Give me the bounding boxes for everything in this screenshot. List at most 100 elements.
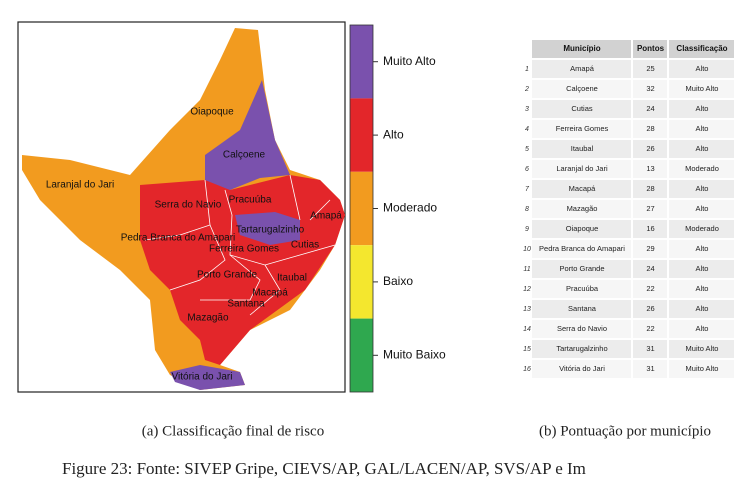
table-cell (532, 200, 631, 218)
table-cell (669, 320, 734, 338)
map-label: Macapá (252, 288, 288, 299)
header-cell (669, 40, 734, 58)
legend-label: Muito Baixo (383, 347, 446, 361)
table-cell (633, 360, 667, 378)
table-cell (669, 120, 734, 138)
row-index: 11 (523, 266, 530, 273)
map-label: Serra do Navio (155, 200, 222, 211)
table-cell (532, 120, 631, 138)
table-cell (532, 360, 631, 378)
header-cell (633, 40, 667, 58)
row-index: 1 (525, 66, 529, 73)
legend-swatch (350, 318, 373, 392)
cell-text: Alto (696, 324, 709, 333)
table-cell (532, 60, 631, 78)
cell-text: Alto (696, 204, 709, 213)
table-cell (532, 280, 631, 298)
table-cell (669, 60, 734, 78)
table-cell (633, 240, 667, 258)
cell-text: 26 (646, 304, 654, 313)
table-cell (532, 260, 631, 278)
row-index: 4 (525, 126, 529, 133)
map-label: Laranjal do Jari (46, 180, 114, 191)
map-label: Oiapoque (190, 107, 234, 118)
row-index: 5 (525, 146, 529, 153)
row-index: 14 (523, 326, 531, 333)
legend-label: Moderado (383, 201, 437, 215)
cell-text: 27 (646, 204, 654, 213)
header-text: Pontos (637, 44, 665, 53)
cell-text: 16 (646, 224, 654, 233)
cell-text: 22 (646, 284, 654, 293)
map-label: Porto Grande (197, 270, 257, 281)
cell-text: Ferreira Gomes (556, 124, 609, 133)
map-label: Cutias (291, 240, 319, 251)
cell-text: Laranjal do Jari (556, 164, 608, 173)
map-muito-alto (205, 80, 290, 190)
row-index: 13 (523, 306, 531, 313)
cell-text: 25 (646, 64, 654, 73)
header-text: Classificação (676, 44, 727, 53)
table-cell (633, 260, 667, 278)
row-index: 15 (523, 346, 531, 353)
table-cell (633, 140, 667, 158)
table-cell (633, 340, 667, 358)
cell-text: Macapá (569, 184, 597, 193)
header-text: Município (563, 44, 600, 53)
table-cell (633, 300, 667, 318)
cell-text: 29 (646, 244, 654, 253)
cell-text: Mazagão (567, 204, 598, 213)
table-cell (669, 200, 734, 218)
map-label: Itaubal (277, 273, 307, 284)
table-cell (669, 140, 734, 158)
table-cell (633, 160, 667, 178)
table-cell (669, 160, 734, 178)
cell-text: 28 (646, 124, 654, 133)
row-index: 8 (525, 206, 529, 213)
cell-text: 28 (646, 184, 654, 193)
map-label: Vitória do Jari (172, 372, 233, 383)
cell-text: 24 (646, 264, 654, 273)
table-cell (532, 160, 631, 178)
table-cell (669, 80, 734, 98)
row-index: 3 (525, 106, 529, 113)
table-cell (669, 340, 734, 358)
cell-text: Muito Alto (686, 84, 719, 93)
table-cell (633, 200, 667, 218)
table-cell (532, 100, 631, 118)
cell-text: Porto Grande (559, 264, 604, 273)
table-cell (532, 320, 631, 338)
table-cell (532, 220, 631, 238)
cell-text: Itaubal (571, 144, 594, 153)
map-label: Ferreira Gomes (209, 244, 279, 255)
legend-label: Alto (383, 127, 404, 141)
row-index: 16 (523, 366, 531, 373)
legend-swatch (350, 98, 373, 172)
header-cell (532, 40, 631, 58)
map-muito-alto (170, 365, 245, 390)
cell-text: 32 (646, 84, 654, 93)
table-cell (633, 80, 667, 98)
cell-text: Alto (696, 284, 709, 293)
map-label: Santana (227, 299, 265, 310)
table-cell (532, 80, 631, 98)
table-cell (532, 180, 631, 198)
cell-text: Alto (696, 124, 709, 133)
map-label: Mazagão (187, 313, 229, 324)
row-index: 12 (523, 286, 531, 293)
map-label: Pracuúba (229, 195, 272, 206)
cell-text: Alto (696, 304, 709, 313)
cell-text: Muito Alto (686, 364, 719, 373)
row-index: 7 (525, 186, 530, 193)
cell-text: Calçoene (566, 84, 598, 93)
legend-swatch (350, 25, 373, 99)
cell-text: Serra do Navio (557, 324, 607, 333)
cell-text: Moderado (685, 224, 719, 233)
table-cell (532, 300, 631, 318)
table-cell (669, 300, 734, 318)
table-cell (633, 180, 667, 198)
cell-text: Alto (696, 264, 709, 273)
cell-text: Alto (696, 64, 709, 73)
cell-text: Muito Alto (686, 344, 719, 353)
